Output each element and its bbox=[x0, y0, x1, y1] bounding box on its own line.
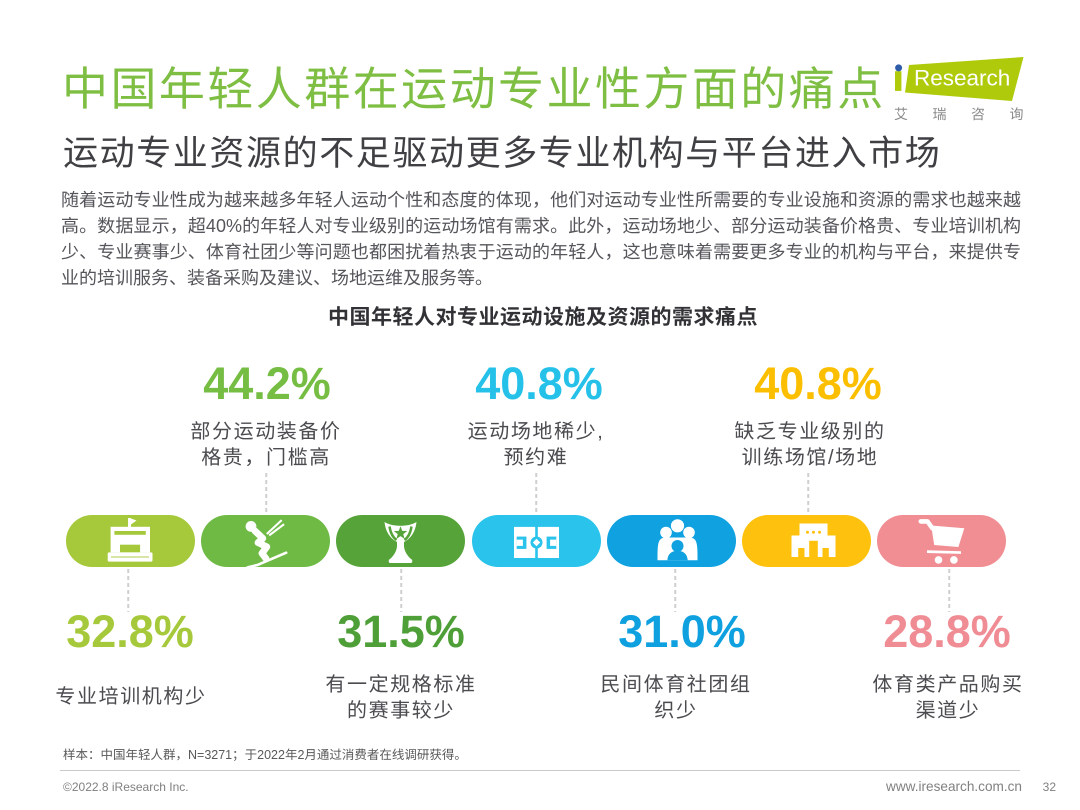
svg-text:Research: Research bbox=[914, 65, 1010, 90]
svg-text:艾瑞咨询: 艾瑞咨询 bbox=[894, 104, 1048, 124]
